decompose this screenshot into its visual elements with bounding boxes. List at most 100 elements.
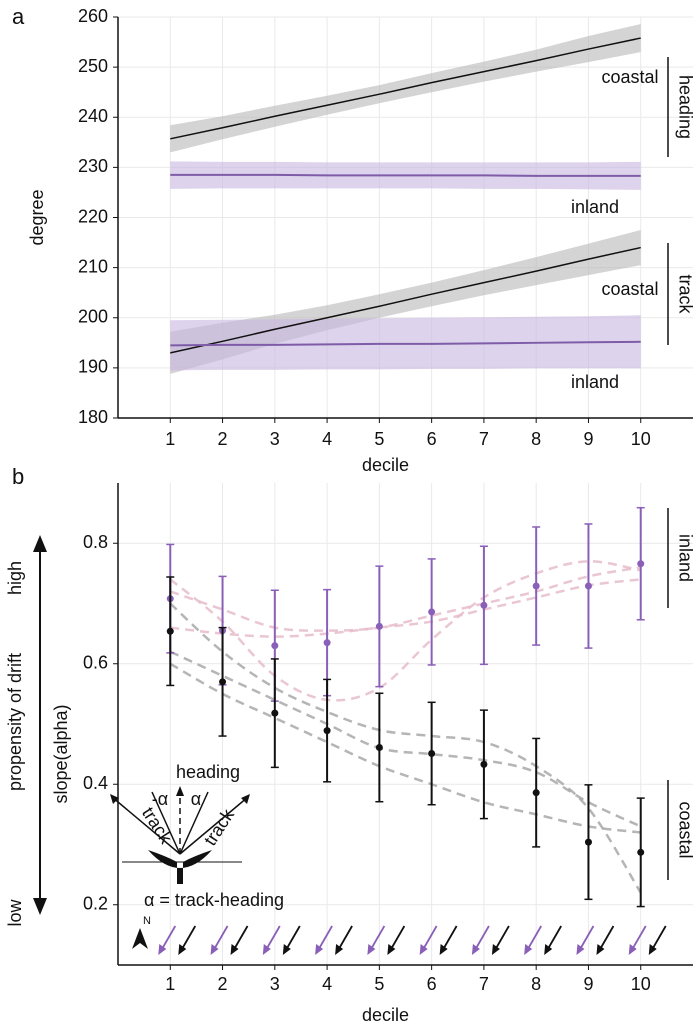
x-tick-label: 6 [427, 974, 437, 994]
point [480, 601, 488, 609]
arrow-head [33, 535, 47, 552]
arrow-head [33, 898, 47, 915]
x-axis-label: decile [362, 455, 409, 475]
inset-arrowhead [176, 786, 184, 796]
panel-label: b [12, 464, 24, 489]
y-tick-label: 190 [78, 357, 108, 377]
direction-arrow-head [282, 944, 291, 955]
x-tick-label: 6 [427, 429, 437, 449]
y-tick-label: 0.6 [83, 653, 108, 673]
y-axis-label: degree [27, 189, 47, 245]
point [532, 789, 540, 797]
side-end-label: low [5, 898, 25, 926]
side-label: propensity of drift [5, 653, 25, 791]
point [428, 608, 436, 616]
direction-arrow-head [628, 944, 637, 955]
line-annotation: inland [571, 197, 619, 217]
fit-curve [169, 560, 641, 702]
direction-arrow-head [439, 944, 448, 955]
inset-track [151, 791, 181, 855]
point [637, 848, 645, 856]
y-tick-label: 250 [78, 56, 108, 76]
y-tick-label: 230 [78, 156, 108, 176]
point [219, 678, 227, 686]
direction-arrow-head [491, 944, 500, 955]
point [375, 622, 383, 630]
point [584, 838, 592, 846]
inset-track [179, 796, 249, 855]
inset-label: heading [176, 762, 240, 782]
x-tick-label: 9 [583, 974, 593, 994]
inset-label: track [138, 804, 177, 848]
x-tick-label: 10 [631, 974, 651, 994]
point [480, 760, 488, 768]
direction-arrow-head [419, 944, 428, 955]
bracket-label: track [675, 274, 695, 314]
point [323, 727, 331, 735]
x-tick-label: 8 [531, 429, 541, 449]
direction-arrow-head [576, 944, 585, 955]
direction-arrow-head [315, 944, 324, 955]
inset-label: -α [152, 789, 168, 809]
inset-label: α [191, 789, 201, 809]
bird-silhouette [148, 850, 212, 884]
x-tick-label: 2 [218, 974, 228, 994]
x-tick-label: 8 [531, 974, 541, 994]
x-tick-label: 7 [479, 429, 489, 449]
y-tick-label: 0.8 [83, 532, 108, 552]
side-end-label: high [5, 561, 25, 595]
line-annotation: inland [571, 372, 619, 392]
x-tick-label: 3 [270, 974, 280, 994]
x-axis-label: decile [362, 1005, 409, 1025]
x-tick-label: 5 [374, 974, 384, 994]
point [428, 750, 436, 758]
x-tick-label: 4 [322, 429, 332, 449]
panel-label: a [12, 4, 25, 29]
direction-arrow-head [648, 944, 657, 955]
inset-arrowhead [110, 794, 119, 804]
line-annotation: coastal [601, 279, 658, 299]
direction-arrow-head [230, 944, 239, 955]
trend-line [170, 173, 641, 177]
y-tick-label: 210 [78, 256, 108, 276]
direction-arrow-head [471, 944, 480, 955]
y-tick-label: 0.2 [83, 894, 108, 914]
x-tick-label: 5 [374, 429, 384, 449]
north-arrow [132, 928, 148, 949]
y-tick-label: 220 [78, 206, 108, 226]
direction-arrow-head [596, 944, 605, 955]
point [271, 709, 279, 717]
direction-arrow-head [178, 944, 187, 955]
direction-arrow-head [524, 944, 533, 955]
inset-track [111, 796, 181, 855]
point [532, 582, 540, 590]
point [166, 627, 174, 635]
x-tick-label: 9 [583, 429, 593, 449]
inset-track [179, 791, 209, 855]
fit-curve [169, 650, 642, 828]
bracket-label: inland [675, 534, 695, 582]
direction-arrow-head [367, 944, 376, 955]
y-tick-label: 240 [78, 106, 108, 126]
trend-line [170, 340, 641, 347]
x-tick-label: 7 [479, 974, 489, 994]
inset-arrowhead [241, 794, 250, 804]
y-axis-label: slope(alpha) [51, 704, 71, 803]
fit-curve [169, 662, 641, 834]
fit-curve [170, 578, 641, 638]
point [271, 642, 279, 650]
inset-label: track [200, 805, 239, 849]
x-tick-label: 1 [165, 974, 175, 994]
direction-arrow-head [158, 944, 167, 955]
point [323, 639, 331, 647]
direction-arrow-head [544, 944, 553, 955]
fit-curve [169, 566, 641, 632]
direction-arrow-head [262, 944, 271, 955]
inset-caption: α = track-heading [144, 890, 284, 910]
bracket-label: heading [675, 75, 695, 139]
point [375, 743, 383, 751]
x-tick-label: 10 [631, 429, 651, 449]
point [584, 582, 592, 590]
line-annotation: coastal [601, 67, 658, 87]
